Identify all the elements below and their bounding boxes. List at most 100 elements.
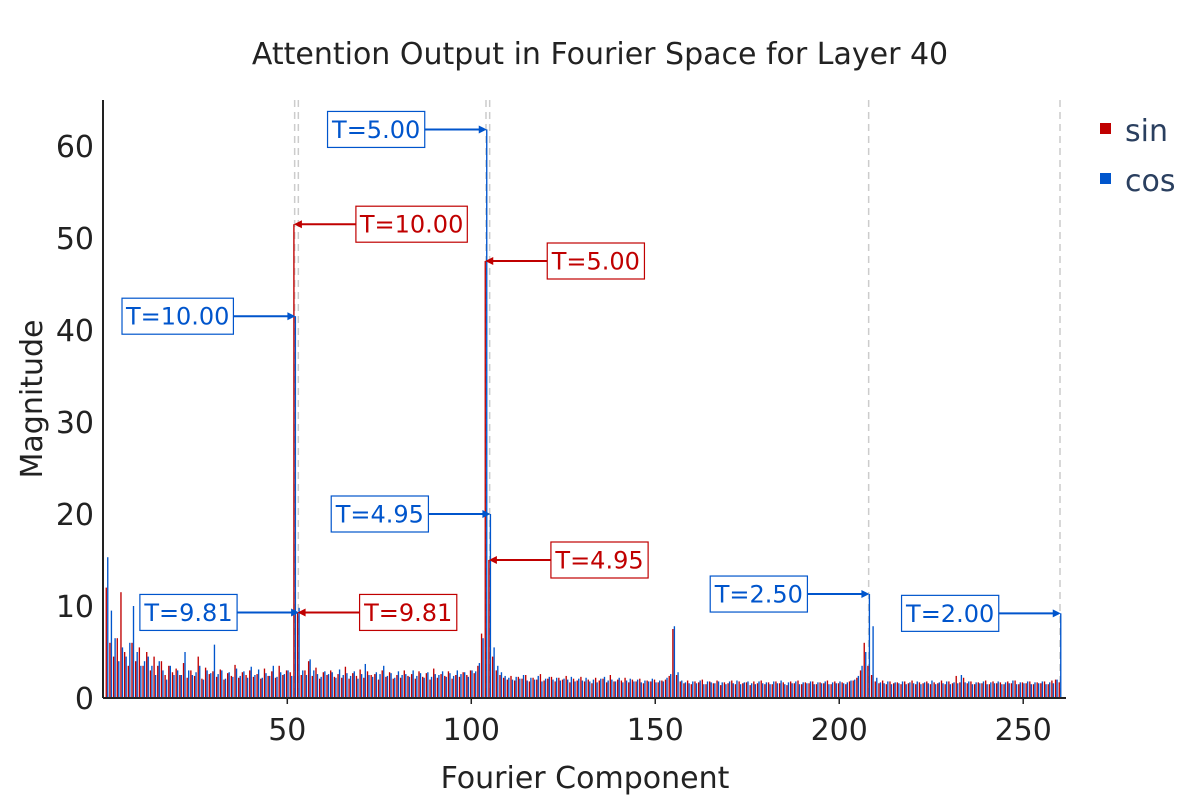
bar-cos <box>493 647 495 698</box>
annotation-cos: T=5.00 <box>326 110 487 149</box>
annotation-box <box>709 575 809 613</box>
bar-cos <box>357 678 359 698</box>
bar-sin <box>812 681 814 698</box>
bar-sin <box>797 680 799 698</box>
bar-cos <box>773 681 775 698</box>
bar-cos <box>195 672 197 698</box>
bar-sin <box>900 684 902 698</box>
bar-cos <box>688 683 690 698</box>
bar-sin <box>558 677 560 698</box>
bar-sin <box>517 676 520 698</box>
bar-sin <box>219 669 221 698</box>
bar-cos <box>467 676 470 698</box>
bar-sin <box>289 672 291 698</box>
bar-sin <box>720 685 722 698</box>
bar-cos <box>353 671 355 698</box>
bar-sin <box>447 671 450 698</box>
bar-cos <box>920 684 922 698</box>
annotation-arrowhead <box>291 608 300 617</box>
bar-sin <box>363 677 365 698</box>
bar-sin <box>602 678 604 698</box>
bar-cos <box>1045 684 1047 698</box>
bar-cos <box>419 673 422 698</box>
bar-sin <box>227 673 229 698</box>
y-tick-label: 30 <box>56 406 94 441</box>
bar-sin <box>293 224 295 698</box>
bar-cos <box>784 684 786 698</box>
bar-sin <box>756 683 759 698</box>
bar-sin <box>120 592 122 698</box>
bar-sin <box>594 677 597 698</box>
bar-sin <box>322 672 325 698</box>
x-tick-label: 50 <box>268 713 306 748</box>
bar-cos <box>1049 682 1051 698</box>
bar-sin <box>896 682 899 698</box>
bar-cos <box>438 675 440 698</box>
bar-cos <box>872 626 874 698</box>
annotation-label: T=10.00 <box>125 303 229 331</box>
bar-sin <box>904 681 906 698</box>
bar-cos <box>795 681 797 698</box>
bar-cos <box>386 675 389 698</box>
bar-cos <box>894 682 896 698</box>
annotation-box <box>358 593 458 632</box>
bar-sin <box>488 560 490 698</box>
bar-sin <box>580 676 582 698</box>
bar-sin <box>973 684 976 698</box>
bar-cos <box>283 674 286 698</box>
bar-sin <box>341 677 343 698</box>
bar-cos <box>879 682 882 698</box>
bar-sin <box>175 668 177 698</box>
bar-cos <box>434 674 436 698</box>
bar-sin <box>738 681 740 698</box>
bar-cos <box>136 652 138 698</box>
bar-sin <box>260 678 262 698</box>
bar-cos <box>265 673 267 698</box>
legend-item-sin[interactable]: sin <box>1100 114 1168 149</box>
bar-sin <box>135 661 137 698</box>
bar-sin <box>694 681 696 698</box>
bar-cos <box>1034 682 1036 698</box>
bar-cos <box>1004 682 1007 698</box>
bar-sin <box>951 683 954 698</box>
bar-sin <box>238 677 240 698</box>
bar-cos <box>383 665 385 698</box>
bar-cos <box>1030 684 1032 698</box>
guide-lines <box>293 100 1061 698</box>
bar-cos <box>118 661 120 698</box>
bar-cos <box>441 671 444 698</box>
bar-sin <box>929 684 932 698</box>
bar-cos <box>982 681 985 698</box>
bar-cos <box>1041 681 1044 698</box>
bar-cos <box>651 678 653 698</box>
bar-cos <box>868 594 871 698</box>
bar-cos <box>504 675 506 698</box>
bar-sin <box>528 681 531 698</box>
bar-sin <box>160 661 163 698</box>
bar-cos <box>592 679 595 698</box>
annotation-sin: T=4.95 <box>488 541 649 579</box>
bar-cos <box>184 652 186 698</box>
bar-cos <box>666 677 668 698</box>
legend-item-cos[interactable]: cos <box>1100 164 1175 199</box>
bar-cos <box>500 672 503 698</box>
bar-sin <box>841 682 843 698</box>
bar-sin <box>491 656 494 698</box>
bar-sin <box>296 612 299 698</box>
bar-cos <box>427 672 429 698</box>
bar-sin <box>764 684 766 698</box>
bar-sin <box>683 683 685 698</box>
bar-sin <box>789 681 792 698</box>
bar-sin <box>263 668 266 698</box>
annotation-arrowhead <box>478 125 487 134</box>
bar-layer <box>105 129 1062 698</box>
annotation-label: T=9.81 <box>363 599 452 627</box>
bar-cos <box>169 665 171 698</box>
bar-cos <box>931 680 933 698</box>
bar-cos <box>949 684 952 698</box>
bar-sin <box>1010 683 1013 698</box>
bar-cos <box>957 683 959 698</box>
bar-cos <box>997 681 999 698</box>
bar-sin <box>771 684 773 698</box>
bar-cos <box>986 684 988 698</box>
